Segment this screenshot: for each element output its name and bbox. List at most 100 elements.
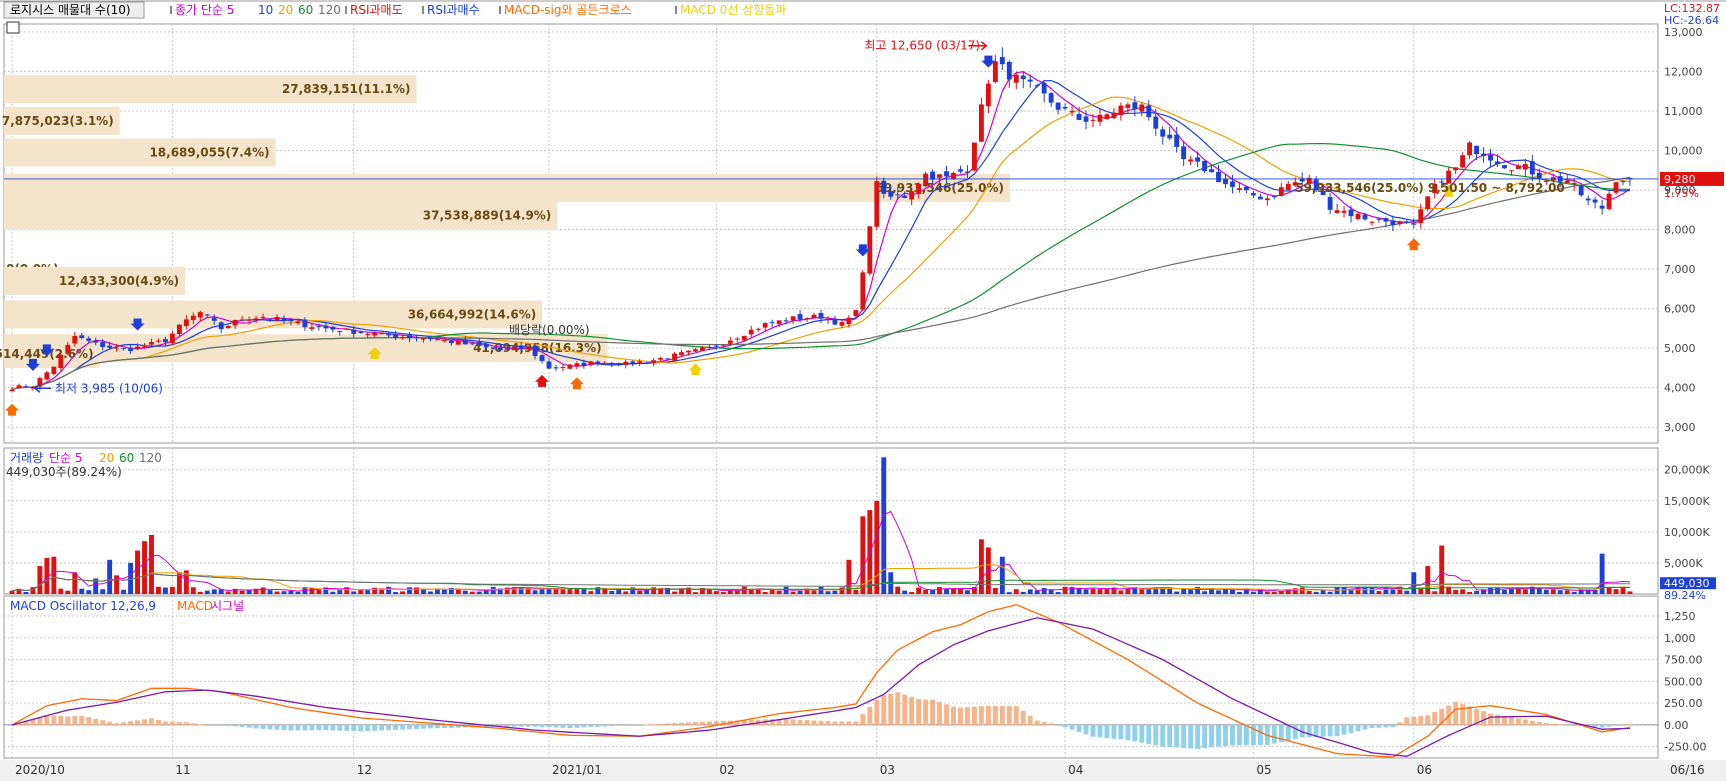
macd-osc-bar [1041,722,1047,725]
volume-bar [971,587,977,594]
macd-osc-bar [937,702,943,725]
macd-osc-bar [560,724,566,728]
candle [1041,82,1047,94]
x-axis-label: 2020/10 [15,763,65,777]
macd-osc-bar [1271,724,1277,744]
macd-osc-bar [1243,724,1249,746]
candle [1362,214,1368,220]
candle [204,314,210,316]
macd-osc-bar [644,724,650,726]
x-axis-label: 04 [1068,763,1083,777]
macd-osc-bar [720,720,726,725]
macd-osc-bar [497,724,503,727]
macd-osc-bar [455,724,461,728]
volume-bar [51,556,57,594]
candle [497,347,503,351]
candle [727,340,733,344]
volume-bar [448,587,454,594]
candle [546,361,552,369]
macd-osc-bar [100,720,106,725]
macd-osc-bar [1369,724,1375,728]
macd-osc-bar [1515,718,1521,725]
volume-bar [748,588,754,594]
candle [769,322,775,324]
candle [1411,223,1417,225]
candle [1355,213,1361,220]
macd-osc-bar [407,724,412,730]
volume-bar [400,591,405,594]
candle [644,362,650,364]
legend-separator [675,6,677,14]
volume-info: 449,030주(89.24%) [6,465,122,479]
volume-bar [1139,588,1145,594]
volume-bar [518,587,524,594]
macd-osc-bar [434,724,440,729]
candle [971,142,977,171]
macd-osc-bar [1362,724,1368,730]
candle [930,171,936,180]
volume-bar [1243,588,1249,594]
volume-bar [337,588,343,594]
volume-bar [414,587,419,594]
volume-bar [686,587,691,594]
volume-bar [713,591,719,594]
candle [1488,154,1493,161]
volume-bar [1557,590,1563,594]
macd-osc-bar [1606,724,1612,727]
candle [176,324,182,335]
candle [434,339,440,341]
volume-bar [232,588,238,594]
candle [156,340,161,342]
candle [1474,145,1480,155]
candle [1460,155,1466,168]
macd-tick-label: 0.00 [1664,719,1689,732]
volume-bar [525,588,531,594]
volume-bar [651,587,657,594]
price-legend-item: RSI과매도 [350,3,403,17]
volume-bar [1474,590,1480,594]
macd-osc-bar [1292,724,1298,740]
volume-bar [1216,590,1221,594]
legend-box [3,1,145,19]
volume-bar [874,500,880,594]
macd-osc-bar [79,715,85,725]
macd-osc-bar [1083,724,1089,735]
volume-bar [1599,553,1605,594]
volume-bar [441,589,447,594]
macd-osc-bar [1020,711,1026,725]
macd-osc-bar [930,699,936,725]
macd-osc-bar [393,724,399,730]
volume-bar [1467,591,1473,594]
candle [1292,182,1298,186]
volume-bar [393,591,399,594]
macd-osc-bar [511,724,517,727]
candle [1439,181,1445,183]
volume-bar [853,589,859,594]
candle [1481,153,1486,157]
volume-bar [909,591,915,594]
candle [825,319,831,321]
volume-bar [1425,566,1431,594]
macd-osc-bar [372,724,378,731]
candle [881,180,887,194]
candle [937,174,943,178]
macd-osc-bar [916,699,922,725]
candle [686,350,691,353]
volume-bar [1250,591,1256,594]
macd-osc-bar [93,718,99,725]
signal-down-arrow [130,318,145,331]
macd-osc-bar [741,720,747,725]
candle [630,361,636,365]
signal-line [11,617,1631,757]
candle [539,355,545,361]
candle [1432,183,1438,194]
macd-osc-bar [1474,708,1480,725]
volume-bar [1146,587,1152,594]
volume-bar [309,588,315,594]
x-axis-label: 02 [719,763,734,777]
volume-bar [260,587,266,594]
volume-legend-item: 120 [139,451,162,465]
macd-osc-bar [1209,724,1214,748]
